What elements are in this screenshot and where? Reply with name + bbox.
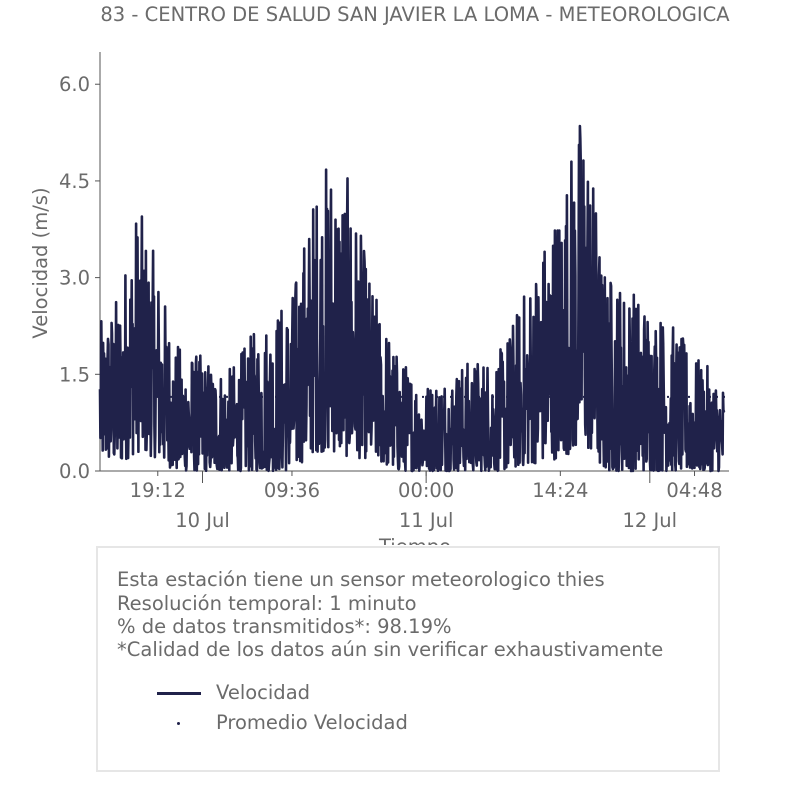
series-velocidad-line [98,124,726,473]
legend-dot-swatch [177,722,180,725]
temporal-resolution-note: Resolución temporal: 1 minuto [117,592,417,615]
station-sensor-note: Esta estación tiene un sensor meteorolog… [117,568,605,591]
chart-title: 83 - CENTRO DE SALUD SAN JAVIER LA LOMA … [100,3,730,26]
x-tick-label: 19:12 [130,479,186,502]
x-axis-label: Tiempo [378,535,451,545]
info-legend-box: Esta estación tiene un sensor meteorolog… [96,546,720,772]
legend-line-swatch [157,692,201,695]
y-tick-label: 4.5 [59,170,90,193]
data-quality-note: *Calidad de los datos aún sin verificar … [117,638,664,661]
x-date-tick-label: 10 Jul [175,509,230,532]
legend-item-velocidad: Velocidad [154,681,554,705]
legend-item-promedio: Promedio Velocidad [154,711,554,735]
data-transmitted-note: % de datos transmitidos*: 98.19% [117,615,452,638]
x-tick-label: 14:24 [532,479,588,502]
y-tick-label: 0.0 [59,460,90,483]
x-tick-label: 00:00 [398,479,454,502]
legend-label-promedio: Promedio Velocidad [216,711,408,734]
x-tick-label: 09:36 [264,479,320,502]
chart-svg: 83 - CENTRO DE SALUD SAN JAVIER LA LOMA … [29,3,730,545]
x-date-tick-label: 11 Jul [399,509,454,532]
y-tick-label: 3.0 [59,267,90,290]
x-tick-label: 04:48 [666,479,722,502]
y-axis-label: Velocidad (m/s) [29,187,52,338]
legend-label-velocidad: Velocidad [216,681,311,704]
y-tick-label: 6.0 [59,73,90,96]
y-tick-label: 1.5 [59,363,90,386]
x-date-tick-label: 12 Jul [623,509,678,532]
